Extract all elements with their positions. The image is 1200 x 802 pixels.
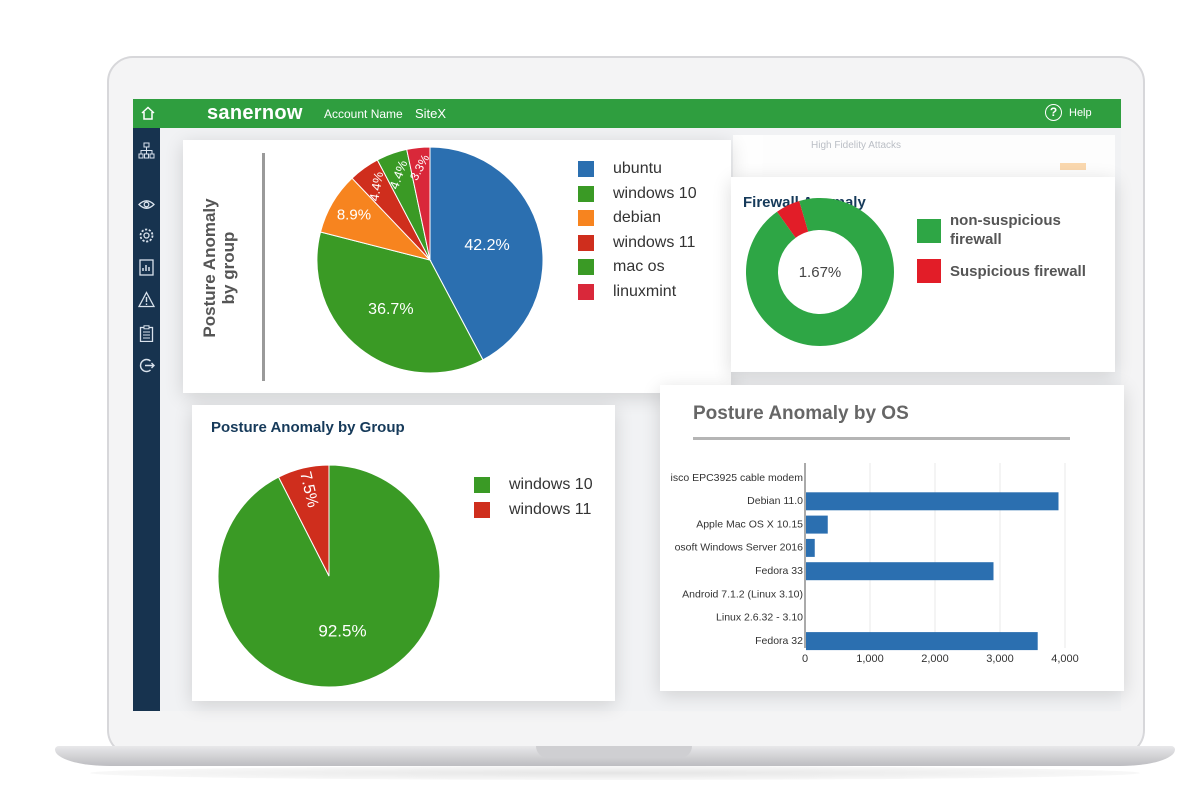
legend-swatch xyxy=(474,477,490,493)
clipboard-icon[interactable] xyxy=(138,325,155,343)
legend-item: non-suspicious firewall xyxy=(917,211,1110,249)
legend-swatch xyxy=(578,210,594,227)
legend-item[interactable]: windows 11 xyxy=(578,234,695,252)
y-tick-label: Apple Mac OS X 10.15 xyxy=(696,518,803,530)
y-tick-label: Fedora 32 xyxy=(755,635,803,647)
slice-label: 42.2% xyxy=(464,237,509,254)
laptop-notch xyxy=(536,746,692,758)
x-tick-label: 2,000 xyxy=(921,653,949,665)
posture-group-pie-card: Posture Anomaly by group 42.2% 36.7% 8.9% 4… xyxy=(183,140,731,393)
title-underline xyxy=(693,437,1070,440)
legend-swatch xyxy=(578,161,594,177)
legend-item[interactable]: windows 10 xyxy=(474,476,593,494)
donut-slice[interactable] xyxy=(746,198,894,346)
pie-slice[interactable] xyxy=(429,146,544,361)
legend-label: non-suspicious firewall xyxy=(950,212,1061,248)
pie-chart: 92.5%7.5% xyxy=(217,464,441,688)
posture-os-bar-card: Posture Anomaly by OS 0 1,000 2,000 3,000 4,… xyxy=(660,385,1124,691)
legend-swatch xyxy=(578,234,594,251)
bar[interactable] xyxy=(806,515,828,534)
background-widget-title: High Fidelity Attacks xyxy=(811,140,902,151)
posture-group-pie-card-2: Posture Anomaly by Group 92.5% 7.5% windo… xyxy=(192,405,615,701)
logout-icon[interactable] xyxy=(138,357,155,374)
home-icon[interactable] xyxy=(140,105,156,121)
eye-icon[interactable] xyxy=(138,196,155,213)
legend-item[interactable]: debian xyxy=(578,209,661,227)
account-name[interactable]: Account Name xyxy=(324,107,403,121)
legend-label: ubuntu xyxy=(613,160,662,177)
alert-icon[interactable] xyxy=(137,291,156,308)
pie-slice[interactable] xyxy=(316,231,484,374)
y-tick-label: Debian 11.0 xyxy=(747,495,803,507)
legend-label: Suspicious firewall xyxy=(950,262,1086,280)
legend-swatch xyxy=(917,259,941,283)
card-title: Posture Anomaly by Group xyxy=(211,419,405,436)
donut-chart: 1.67% xyxy=(746,198,894,346)
y-tick-label: Fedora 33 xyxy=(755,565,803,577)
bar[interactable] xyxy=(806,632,1038,651)
x-tick-label: 0 xyxy=(802,653,808,665)
y-tick-label: osoft Windows Server 2016 xyxy=(675,542,804,554)
donut-slice[interactable] xyxy=(777,200,809,238)
top-bar: sanernow Account Name SiteX ? Help xyxy=(133,99,1121,128)
report-icon[interactable] xyxy=(138,259,155,276)
pie-slice[interactable] xyxy=(277,464,330,577)
sidebar xyxy=(133,128,160,711)
slice-label: 8.9% xyxy=(337,206,371,223)
pie-slice[interactable] xyxy=(406,146,431,261)
bar[interactable] xyxy=(806,492,1059,511)
legend-swatch xyxy=(474,502,490,518)
y-tick-label: Android 7.1.2 (Linux 3.10) xyxy=(682,588,803,600)
legend-swatch xyxy=(578,284,594,300)
slice-label: 92.5% xyxy=(318,622,366,641)
y-tick-label: isco EPC3925 cable modem xyxy=(671,472,804,484)
brand-logo[interactable]: sanernow xyxy=(207,102,303,124)
legend-label: windows 11 xyxy=(509,501,592,518)
bar[interactable] xyxy=(806,562,994,581)
slice-label: 36.7% xyxy=(368,301,413,318)
laptop-shadow xyxy=(90,766,1140,780)
legend-item[interactable]: mac os xyxy=(578,258,665,276)
pie-chart: 42.2%36.7%8.9%4.4% 4.4%3.3% xyxy=(316,146,544,374)
site-name[interactable]: SiteX xyxy=(415,106,447,121)
network-icon[interactable] xyxy=(138,142,155,159)
legend-swatch xyxy=(578,185,594,202)
legend-label: linuxmint xyxy=(613,283,677,300)
legend-item[interactable]: windows 11 xyxy=(474,501,591,519)
settings-icon[interactable] xyxy=(138,227,155,244)
donut-center-label: 1.67% xyxy=(799,264,842,281)
slice-label: 4.4% xyxy=(366,170,386,202)
legend-item[interactable]: linuxmint xyxy=(578,283,676,301)
x-tick-label: 4,000 xyxy=(1051,653,1079,665)
y-tick-label: Linux 2.6.32 - 3.10 xyxy=(716,612,803,624)
card-title: Posture Anomaly by OS xyxy=(693,403,909,424)
legend-item[interactable]: windows 10 xyxy=(578,185,697,203)
x-tick-label: 1,000 xyxy=(856,653,884,665)
legend-item[interactable]: ubuntu xyxy=(578,160,662,178)
legend-swatch xyxy=(578,259,594,276)
legend-item: Suspicious firewall xyxy=(917,259,1086,283)
legend-swatch xyxy=(917,219,941,243)
bar-chart: 0 1,000 2,000 3,000 4,000 isco EPC3925 cable … xyxy=(671,463,1079,665)
legend-label: windows 11 xyxy=(613,233,696,251)
legend-label: windows 10 xyxy=(509,476,593,493)
firewall-anomaly-card: Firewall Anomaly 1.67% non-suspicious fi… xyxy=(731,177,1115,372)
legend-label: debian xyxy=(613,209,662,227)
help-link[interactable]: Help xyxy=(1069,107,1092,119)
x-tick-label: 3,000 xyxy=(986,653,1014,665)
legend-label: windows 10 xyxy=(613,184,697,202)
background-widget-badge xyxy=(1060,163,1086,170)
help-icon[interactable]: ? xyxy=(1045,104,1062,121)
title-divider xyxy=(262,153,265,381)
legend-label: mac os xyxy=(613,258,665,276)
bar[interactable] xyxy=(806,538,815,557)
